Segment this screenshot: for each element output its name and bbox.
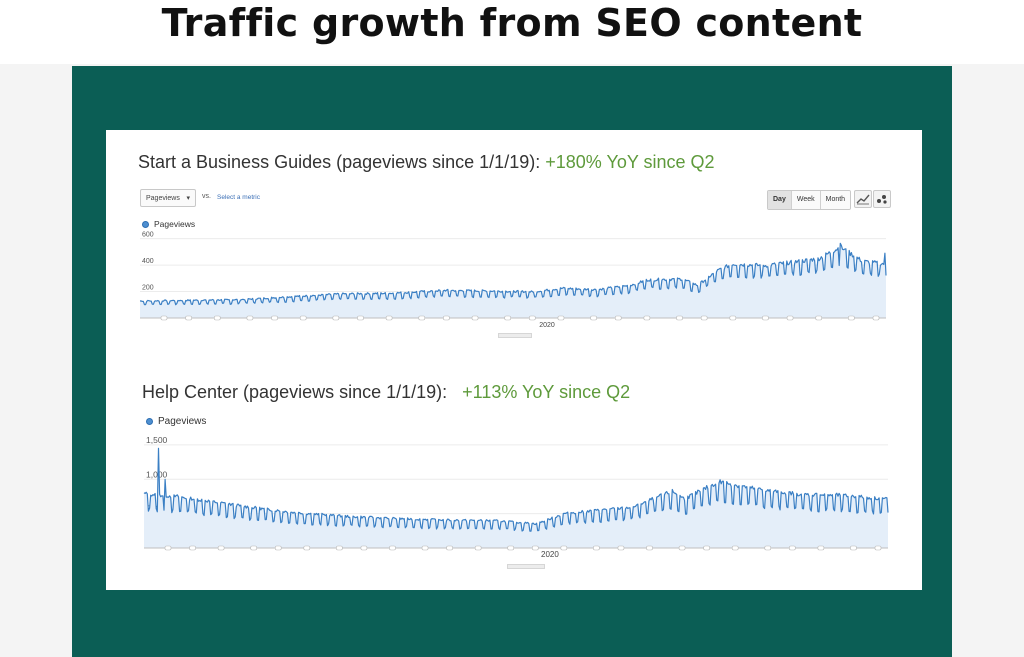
annotation-marker: [872, 315, 880, 321]
metric-select-value: Pageviews: [146, 195, 180, 202]
analytics-card: Start a Business Guides (pageviews since…: [106, 130, 922, 590]
annotation-marker: [360, 545, 368, 551]
annotation-marker: [189, 545, 196, 551]
series-line: [143, 447, 889, 532]
annotation-marker: [703, 545, 710, 551]
annotation-marker: [357, 315, 364, 321]
annotation-marker: [560, 545, 568, 551]
y-tick-label: 400: [142, 258, 154, 265]
annotation-marker: [385, 315, 393, 321]
annotation-marker: [164, 545, 172, 551]
annotation-marker: [332, 315, 340, 321]
period-month-button[interactable]: Month: [820, 191, 851, 209]
y-tick-label: 1,000: [146, 469, 168, 479]
annotation-marker: [874, 545, 882, 551]
annotation-marker: [443, 315, 450, 321]
report-2-title-main: Help Center (pageviews since 1/1/19):: [142, 382, 448, 402]
report-1-legend[interactable]: Pageviews: [142, 219, 195, 229]
annotation-marker: [643, 315, 651, 321]
report-1-chart: 200 400 600 2020: [139, 232, 887, 329]
annotation-marker: [185, 315, 192, 321]
report-1-yoy: +180% YoY since Q2: [545, 152, 715, 172]
y-tick-label: 1,500: [146, 435, 168, 445]
annotation-marker: [529, 315, 536, 321]
annotation-marker: [762, 315, 769, 321]
series-line: [139, 242, 887, 306]
annotation-marker: [676, 315, 683, 321]
metric-select[interactable]: Pageviews ▾: [140, 189, 196, 207]
annotation-marker: [764, 545, 772, 551]
line-chart-view-button[interactable]: [854, 190, 872, 208]
annotation-marker: [446, 545, 453, 551]
annotation-marker: [531, 545, 539, 551]
annotation-marker: [614, 315, 622, 321]
motion-chart-view-button[interactable]: [873, 190, 891, 208]
annotation-marker: [617, 545, 625, 551]
report-2-scroll-handle[interactable]: [507, 564, 545, 569]
annotation-marker: [815, 315, 823, 321]
legend-dot-icon: [142, 220, 149, 228]
page-headline: Traffic growth from SEO content: [161, 1, 863, 45]
report-1-legend-label: Pageviews: [154, 219, 196, 229]
annotation-marker: [848, 315, 855, 321]
report-2-title: Help Center (pageviews since 1/1/19): +1…: [142, 382, 630, 403]
y-tick-label: 200: [142, 285, 154, 292]
vs-label: vs.: [202, 193, 211, 200]
x-axis-year-label: 2020: [539, 322, 555, 329]
annotation-marker: [418, 315, 426, 321]
report-1-title-main: Start a Business Guides (pageviews since…: [138, 152, 541, 172]
annotation-marker: [646, 545, 653, 551]
annotation-marker: [507, 545, 515, 551]
annotation-marker: [336, 545, 343, 551]
period-week-button[interactable]: Week: [791, 191, 821, 209]
series-area: [140, 243, 886, 318]
y-tick-label: 600: [142, 232, 154, 239]
chevron-down-icon: ▾: [186, 195, 190, 202]
period-day-button[interactable]: Day: [768, 191, 792, 209]
report-2-legend[interactable]: Pageviews: [146, 416, 206, 427]
report-1-scroll-handle[interactable]: [498, 333, 532, 338]
select-metric-link[interactable]: Select a metric: [217, 194, 260, 201]
annotation-marker: [471, 315, 479, 321]
annotation-marker: [678, 545, 686, 551]
annotation-marker: [160, 315, 168, 321]
report-2-yoy: +113% YoY since Q2: [462, 382, 631, 402]
annotation-marker: [817, 545, 825, 551]
annotation-marker: [299, 315, 307, 321]
x-axis-year-label: 2020: [541, 550, 559, 559]
annotation-marker: [246, 315, 254, 321]
annotation-marker: [850, 545, 857, 551]
annotation-marker: [250, 545, 257, 551]
annotation-marker: [729, 315, 737, 321]
annotation-marker: [271, 315, 278, 321]
motion-chart-icon: [877, 195, 887, 204]
annotation-marker: [303, 545, 311, 551]
annotation-marker: [789, 545, 796, 551]
period-toggle: Day Week Month: [767, 190, 852, 210]
legend-dot-icon: [146, 418, 153, 425]
annotation-marker: [700, 315, 708, 321]
annotation-marker: [217, 545, 225, 551]
annotation-marker: [213, 315, 221, 321]
report-1-title: Start a Business Guides (pageviews since…: [138, 152, 715, 173]
annotation-marker: [389, 545, 396, 551]
annotation-marker: [504, 315, 511, 321]
annotation-marker: [474, 545, 482, 551]
series-area: [144, 448, 888, 548]
annotation-marker: [786, 315, 794, 321]
annotation-marker: [590, 315, 597, 321]
report-2-legend-label: Pageviews: [158, 416, 207, 427]
annotation-marker: [731, 545, 739, 551]
line-chart-icon: [856, 194, 870, 205]
annotation-marker: [421, 545, 429, 551]
annotation-marker: [274, 545, 282, 551]
annotation-marker: [557, 315, 565, 321]
annotation-marker: [593, 545, 600, 551]
